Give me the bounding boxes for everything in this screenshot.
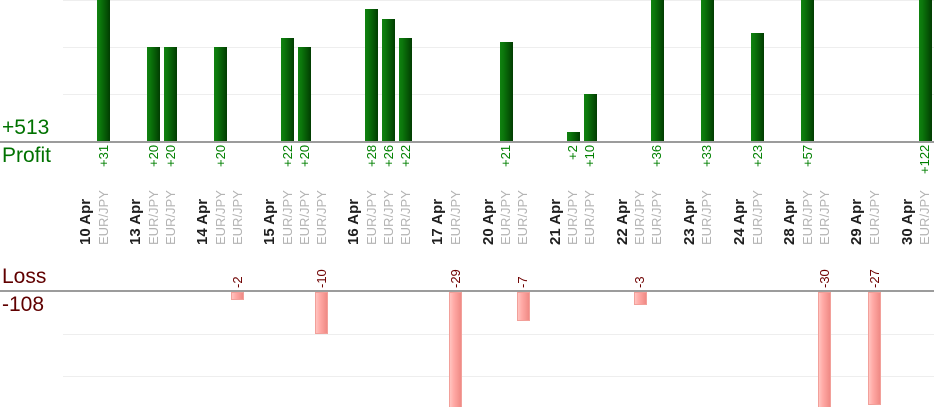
pair-label: EUR/JPY bbox=[279, 190, 295, 245]
profit-bar bbox=[365, 9, 379, 141]
profit-bar bbox=[164, 47, 178, 141]
pair-label: EUR/JPY bbox=[380, 190, 396, 245]
profit-bar bbox=[214, 47, 228, 141]
profit-bar bbox=[382, 18, 396, 141]
profit-bar bbox=[583, 94, 597, 141]
date-label: 14 Apr bbox=[194, 198, 212, 245]
profit-plot-area bbox=[0, 0, 934, 141]
loss-bar bbox=[315, 292, 329, 334]
pair-label: EUR/JPY bbox=[212, 190, 228, 245]
loss-bar bbox=[868, 292, 882, 406]
pair-label: EUR/JPY bbox=[917, 190, 933, 245]
loss-value-label: -27 bbox=[866, 269, 882, 288]
loss-plot-area bbox=[0, 292, 934, 407]
date-label: 20 Apr bbox=[479, 198, 497, 245]
pair-label: EUR/JPY bbox=[296, 190, 312, 245]
pair-label: EUR/JPY bbox=[582, 190, 598, 245]
date-label: 29 Apr bbox=[848, 198, 866, 245]
pair-label: EUR/JPY bbox=[397, 190, 413, 245]
profit-gridline bbox=[63, 0, 934, 1]
date-label: 16 Apr bbox=[345, 198, 363, 245]
date-label: 23 Apr bbox=[680, 198, 698, 245]
profit-bar bbox=[700, 0, 714, 141]
date-label: 13 Apr bbox=[127, 198, 145, 245]
loss-value-label: -7 bbox=[515, 276, 530, 288]
profit-bar bbox=[751, 32, 765, 141]
date-label: 10 Apr bbox=[77, 198, 94, 245]
loss-value-label: -29 bbox=[447, 269, 463, 288]
profit-gridline bbox=[63, 47, 934, 48]
loss-gridline bbox=[63, 376, 934, 377]
profit-bar bbox=[499, 42, 513, 141]
profit-bar bbox=[566, 131, 580, 141]
profit-bar bbox=[399, 37, 413, 141]
profit-total-label: +513 bbox=[2, 116, 50, 139]
loss-total-label: -108 bbox=[2, 293, 45, 316]
loss-value-label: -2 bbox=[229, 276, 245, 288]
pair-label: EUR/JPY bbox=[749, 190, 765, 245]
pair-label: EUR/JPY bbox=[799, 190, 815, 245]
profit-bar bbox=[918, 0, 932, 141]
loss-value-label: -10 bbox=[313, 269, 329, 288]
loss-bar bbox=[633, 292, 647, 305]
pair-label: EUR/JPY bbox=[565, 190, 581, 245]
loss-bar bbox=[516, 292, 530, 322]
date-label: 30 Apr bbox=[898, 198, 916, 245]
pair-label: EUR/JPY bbox=[95, 190, 111, 245]
profit-bar bbox=[298, 47, 312, 141]
profit-bar bbox=[97, 0, 110, 141]
loss-axis-label: Loss bbox=[2, 265, 47, 288]
loss-axis-line bbox=[0, 290, 934, 292]
loss-bar bbox=[231, 292, 245, 301]
loss-bar bbox=[449, 292, 463, 407]
loss-value-label: -30 bbox=[816, 269, 832, 288]
date-label: 24 Apr bbox=[731, 198, 749, 245]
loss-bar bbox=[818, 292, 832, 407]
pair-label: EUR/JPY bbox=[699, 190, 715, 245]
pair-label: EUR/JPY bbox=[162, 190, 178, 245]
pair-label: EUR/JPY bbox=[145, 190, 161, 245]
profit-axis-line bbox=[0, 141, 934, 143]
profit-bar bbox=[281, 37, 295, 141]
profit-axis-label: Profit bbox=[2, 144, 52, 167]
date-label: 28 Apr bbox=[781, 198, 799, 245]
profit-bar bbox=[147, 47, 161, 141]
profit-bar bbox=[801, 0, 815, 141]
pair-label: EUR/JPY bbox=[649, 190, 665, 245]
profit-bar bbox=[650, 0, 664, 141]
pair-label: EUR/JPY bbox=[498, 190, 514, 245]
profit-gridline bbox=[63, 94, 934, 95]
date-label: 17 Apr bbox=[429, 198, 447, 245]
date-label: 21 Apr bbox=[546, 198, 564, 245]
date-label: 15 Apr bbox=[261, 198, 279, 245]
loss-gridline bbox=[63, 334, 934, 335]
loss-value-label: -3 bbox=[632, 276, 648, 288]
pair-label: EUR/JPY bbox=[363, 190, 379, 245]
date-label: 22 Apr bbox=[613, 198, 631, 245]
